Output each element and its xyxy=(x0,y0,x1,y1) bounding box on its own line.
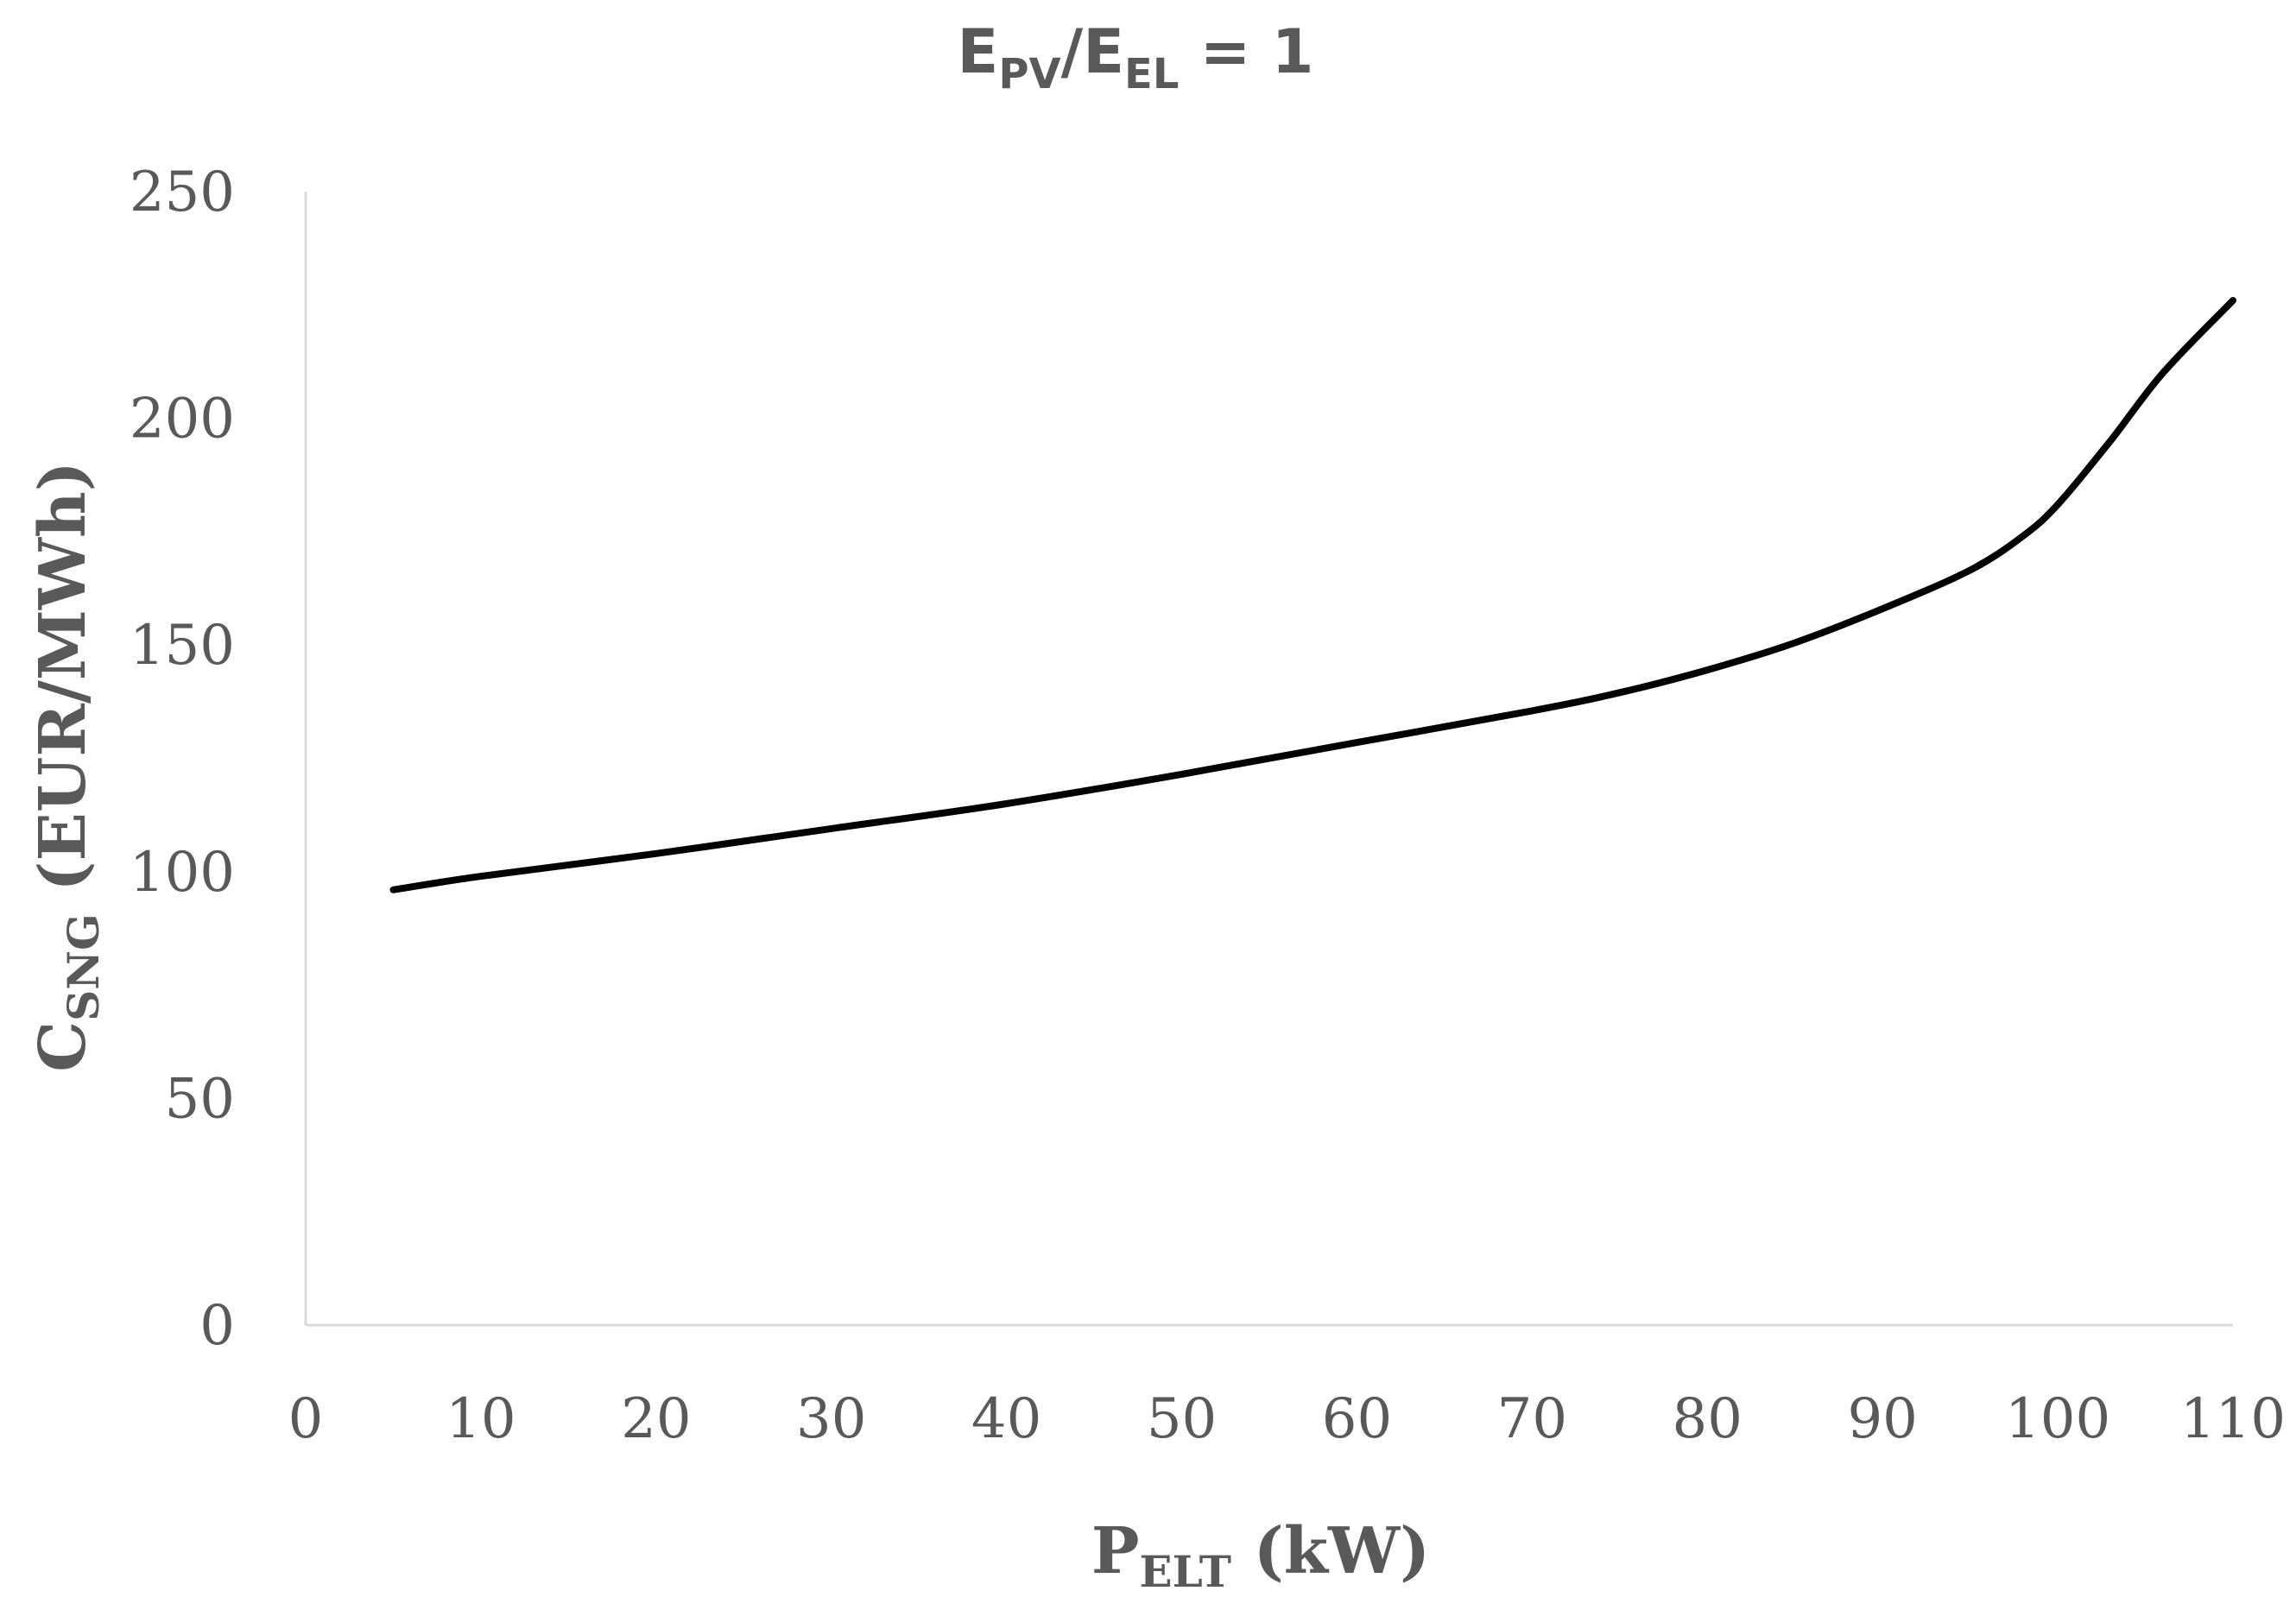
x-tick-label: 100 xyxy=(2005,1387,2110,1451)
y-tick-label: 150 xyxy=(130,614,235,678)
chart-title: EPV/EEL = 1 xyxy=(957,16,1313,98)
series-group xyxy=(389,297,2236,893)
x-title-rest: (kW) xyxy=(1231,1514,1430,1588)
x-tick-label: 90 xyxy=(1847,1387,1917,1451)
y-title-main: C xyxy=(26,1021,100,1072)
x-tick-label: 10 xyxy=(446,1387,515,1451)
y-axis-title: CSNG (EUR/MWh) xyxy=(26,461,109,1072)
y-tick-label: 50 xyxy=(165,1067,235,1131)
title-slash-e: /E xyxy=(1061,16,1124,87)
x-tick-labels: 0 10 20 30 40 50 60 70 80 90 100 110 xyxy=(288,1387,2286,1451)
x-tick-label: 0 xyxy=(288,1387,324,1451)
series-line xyxy=(389,297,2236,893)
title-equals: = 1 xyxy=(1179,16,1313,87)
title-sub-el: EL xyxy=(1124,50,1179,98)
x-tick-label: 50 xyxy=(1147,1387,1217,1451)
x-title-main: P xyxy=(1091,1514,1140,1588)
y-tick-labels: 0 50 100 150 200 250 xyxy=(130,161,235,1358)
x-tick-label: 70 xyxy=(1497,1387,1567,1451)
title-sub-pv: PV xyxy=(998,50,1060,98)
x-axis-title: PELT (kW) xyxy=(1091,1514,1430,1597)
y-title-rest: (EUR/MWh) xyxy=(26,461,100,913)
title-e-pv: E xyxy=(957,16,998,87)
x-tick-label: 30 xyxy=(796,1387,866,1451)
y-title-sub: SNG xyxy=(58,913,109,1021)
x-tick-label: 20 xyxy=(621,1387,691,1451)
y-tick-label: 0 xyxy=(199,1294,235,1358)
x-tick-label: 110 xyxy=(2180,1387,2286,1451)
x-tick-label: 80 xyxy=(1673,1387,1743,1451)
x-tick-label: 40 xyxy=(971,1387,1041,1451)
x-tick-label: 60 xyxy=(1322,1387,1392,1451)
x-title-sub: ELT xyxy=(1140,1546,1231,1597)
y-tick-label: 200 xyxy=(130,388,235,451)
y-tick-label: 100 xyxy=(130,841,235,905)
y-tick-label: 250 xyxy=(130,161,235,224)
